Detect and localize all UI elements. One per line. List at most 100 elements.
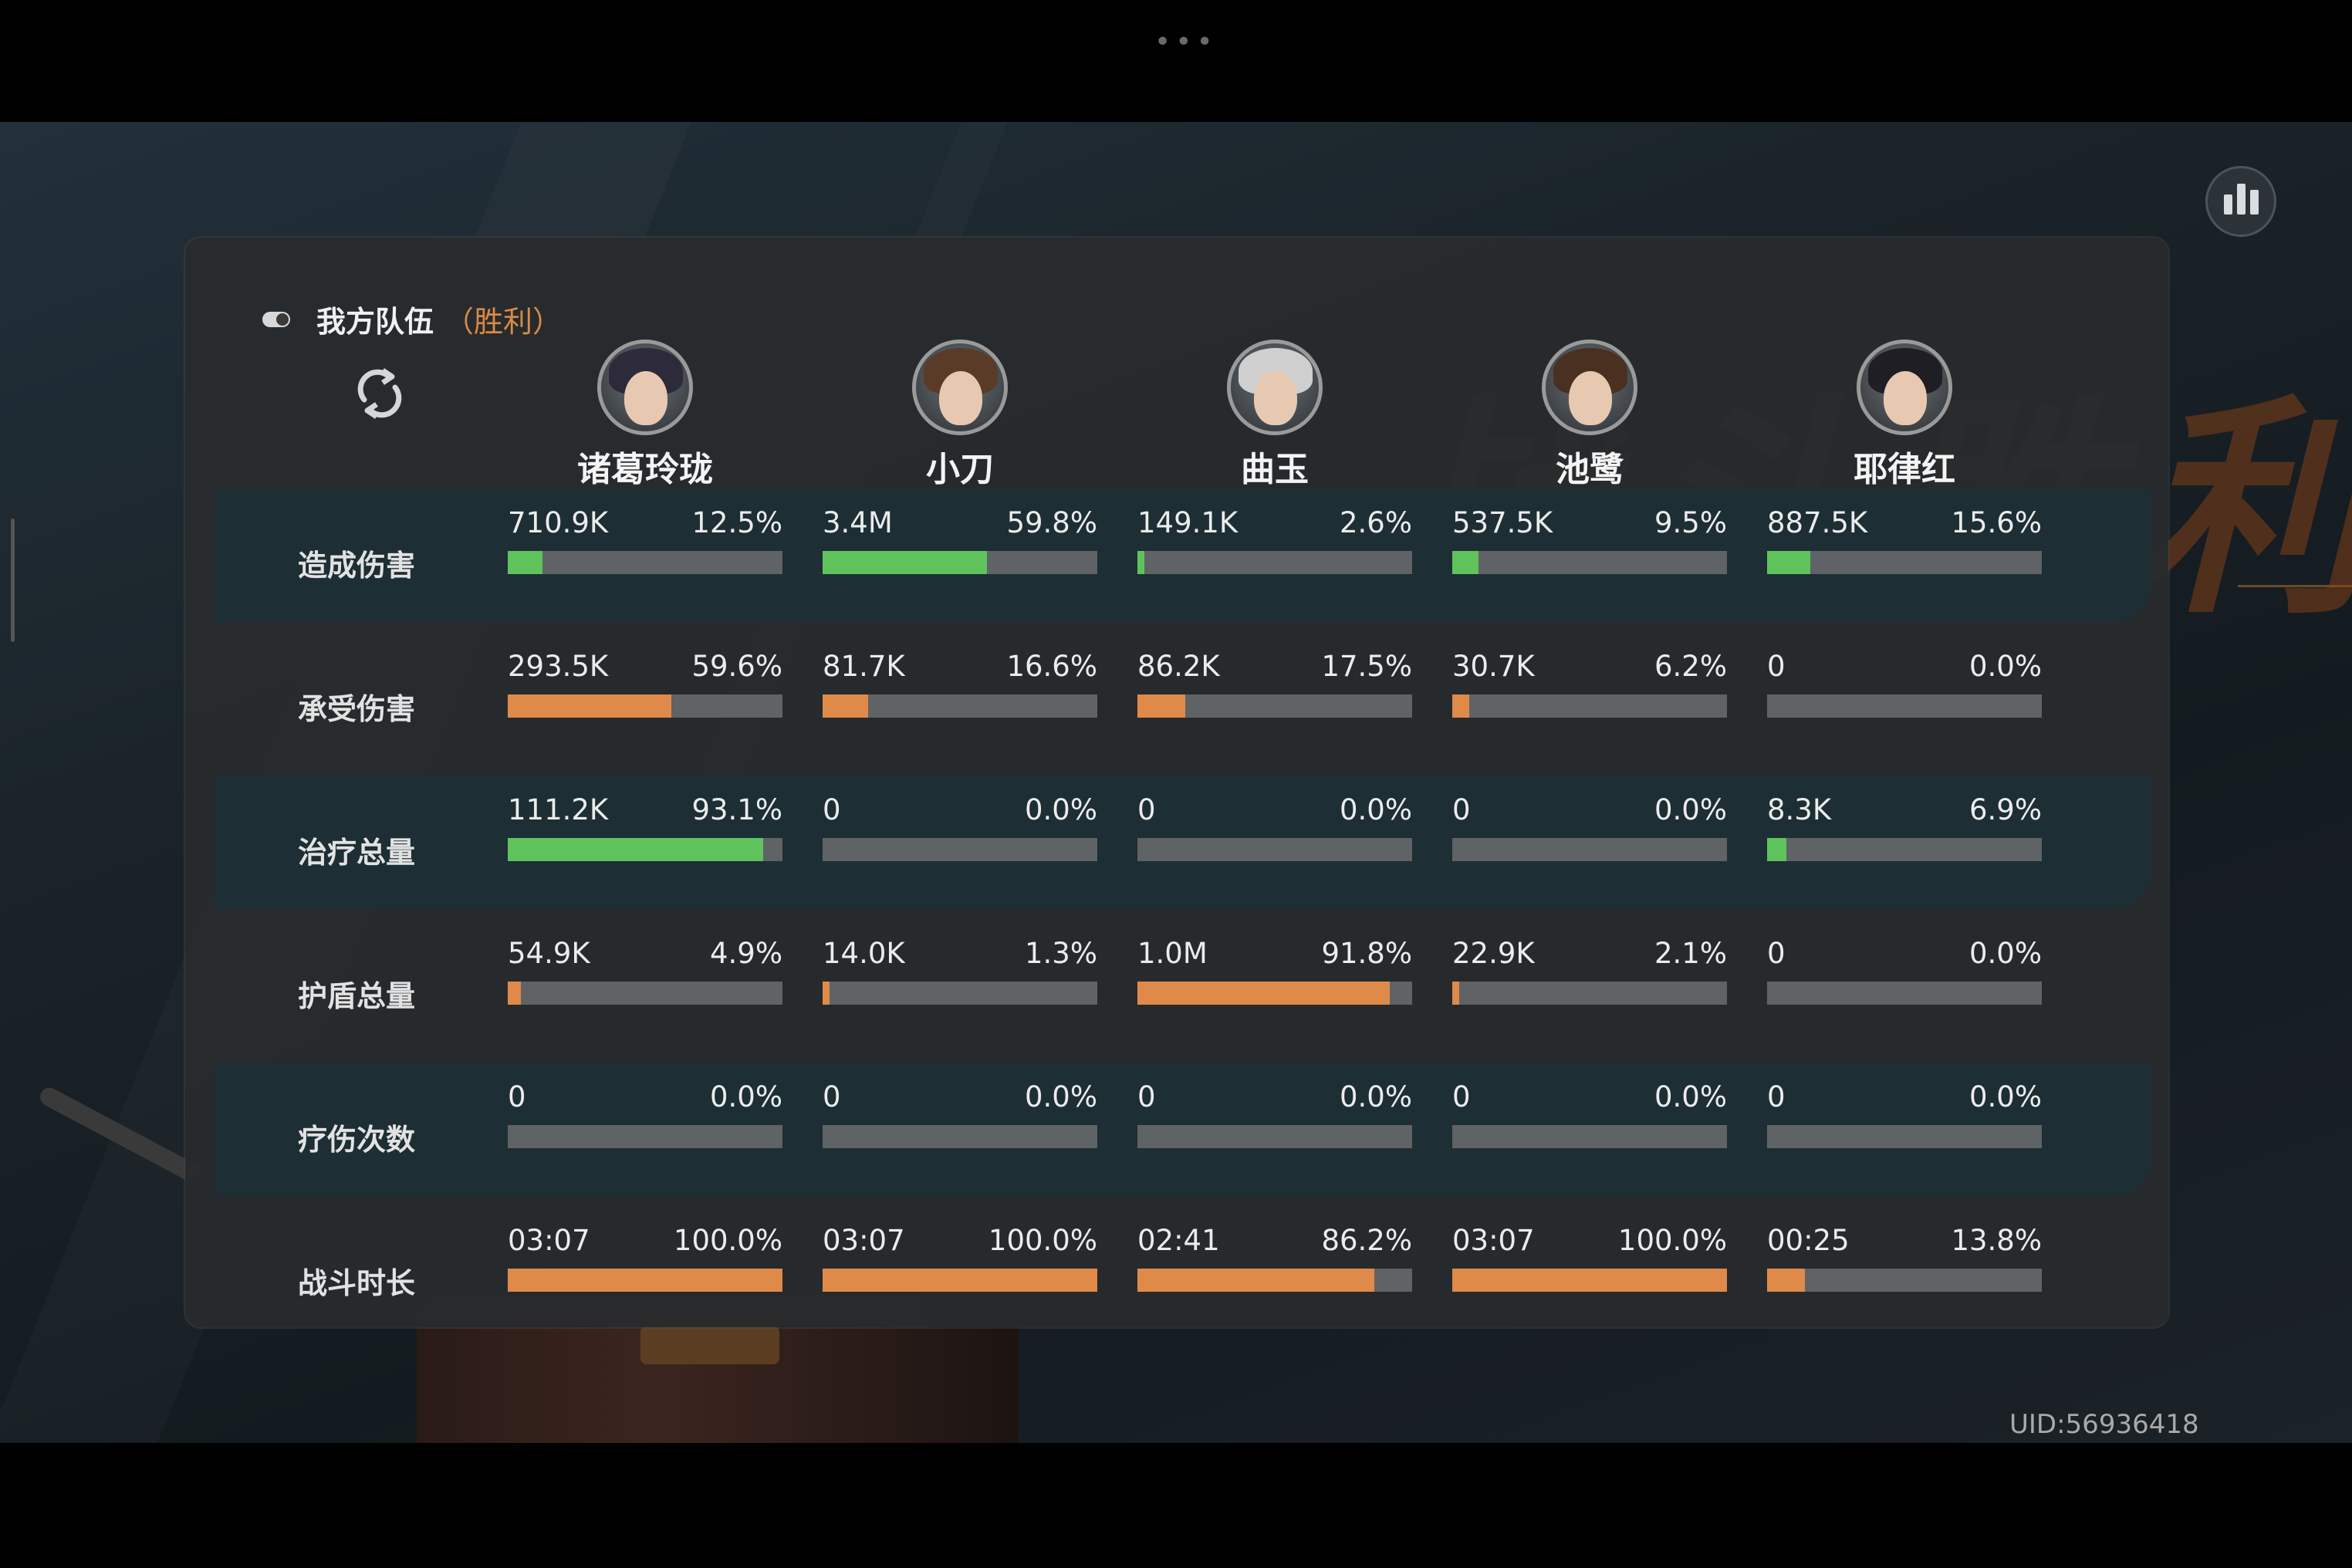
stat-cell: 537.5K 9.5% xyxy=(1452,506,1727,574)
stat-cell: 0 0.0% xyxy=(1452,1080,1727,1148)
hero-name: 小刀 xyxy=(926,450,994,489)
stat-bar xyxy=(508,1269,782,1292)
stat-bar-fill xyxy=(823,694,869,718)
stat-bar-fill xyxy=(1137,982,1390,1005)
stat-bar-fill xyxy=(1452,694,1470,718)
hero-header: 诸葛玲珑 xyxy=(506,340,784,491)
hero-avatar[interactable] xyxy=(1227,340,1323,435)
stat-cell: 887.5K 15.6% xyxy=(1767,506,2042,574)
hero-name: 曲玉 xyxy=(1241,450,1309,489)
stat-cell: 03:07 100.0% xyxy=(1452,1224,1727,1292)
stat-bar xyxy=(823,551,1097,574)
stat-bar xyxy=(1137,838,1412,861)
stat-bar xyxy=(1137,1125,1412,1148)
stat-cell: 0 0.0% xyxy=(1767,650,2042,718)
stat-cell: 3.4M 59.8% xyxy=(823,506,1097,574)
stat-bar xyxy=(1452,838,1727,861)
stat-value: 86.2K xyxy=(1137,650,1220,683)
hero-avatar[interactable] xyxy=(1542,340,1637,435)
stat-percent: 15.6% xyxy=(1951,506,2042,539)
swap-team-button[interactable] xyxy=(349,363,411,424)
stat-cell: 03:07 100.0% xyxy=(823,1224,1097,1292)
stat-value: 537.5K xyxy=(1452,506,1553,539)
stat-percent: 0.0% xyxy=(1025,1080,1097,1113)
stat-value: 8.3K xyxy=(1767,793,1832,826)
stat-cell: 54.9K 4.9% xyxy=(508,937,782,1005)
team-header: 我方队伍 （胜利） xyxy=(262,298,562,340)
refresh-icon xyxy=(357,368,402,419)
stat-percent: 16.6% xyxy=(1006,650,1097,683)
stats-chart-button[interactable] xyxy=(2205,166,2276,237)
stat-bar-fill xyxy=(823,982,830,1005)
stat-bar xyxy=(1767,838,2042,861)
uid-label: UID:56936418 xyxy=(2009,1409,2199,1440)
edge-handle xyxy=(11,519,15,642)
stat-percent: 0.0% xyxy=(1654,793,1727,826)
stat-percent: 100.0% xyxy=(1617,1224,1727,1257)
stat-bar-fill xyxy=(1137,551,1145,574)
stat-cell: 0 0.0% xyxy=(823,1080,1097,1148)
stat-percent: 91.8% xyxy=(1321,937,1412,970)
stat-value: 30.7K xyxy=(1452,650,1535,683)
stat-bar xyxy=(508,982,782,1005)
stat-label: 战斗时长 xyxy=(298,1266,416,1300)
stat-percent: 0.0% xyxy=(1969,1080,2042,1113)
stat-cell: 1.0M 91.8% xyxy=(1137,937,1412,1005)
team-title: 我方队伍 xyxy=(316,305,434,339)
stat-bar-fill xyxy=(1452,551,1478,574)
stat-value: 02:41 xyxy=(1137,1224,1220,1257)
hero-avatar[interactable] xyxy=(1857,340,1952,435)
stat-bar xyxy=(1137,694,1412,718)
stat-bar-fill xyxy=(508,982,522,1005)
stat-bar xyxy=(1767,1125,2042,1148)
stat-value: 0 xyxy=(823,793,841,826)
stat-bar xyxy=(1452,1269,1727,1292)
stat-bar xyxy=(1767,982,2042,1005)
stat-cell: 293.5K 59.6% xyxy=(508,650,782,718)
stat-cell: 0 0.0% xyxy=(1767,937,2042,1005)
toggle-icon[interactable] xyxy=(262,311,290,327)
stat-bar xyxy=(823,1269,1097,1292)
stat-bar-fill xyxy=(508,551,542,574)
stat-bar-fill xyxy=(823,1269,1097,1292)
hero-header: 耶律红 xyxy=(1766,340,2043,491)
stat-percent: 100.0% xyxy=(988,1224,1097,1257)
stat-percent: 13.8% xyxy=(1951,1224,2042,1257)
stat-cell: 0 0.0% xyxy=(1137,793,1412,861)
hero-header: 曲玉 xyxy=(1136,340,1414,491)
stat-value: 3.4M xyxy=(823,506,893,539)
stat-percent: 9.5% xyxy=(1654,506,1727,539)
stat-bar xyxy=(508,551,782,574)
stat-value: 149.1K xyxy=(1137,506,1239,539)
hero-avatar[interactable] xyxy=(597,340,693,435)
stat-bar xyxy=(508,1125,782,1148)
stat-cell: 22.9K 2.1% xyxy=(1452,937,1727,1005)
stat-cell: 14.0K 1.3% xyxy=(823,937,1097,1005)
stat-bar xyxy=(823,1125,1097,1148)
stat-cell: 710.9K 12.5% xyxy=(508,506,782,574)
stat-percent: 100.0% xyxy=(673,1224,782,1257)
stat-bar xyxy=(1452,1125,1727,1148)
stat-percent: 17.5% xyxy=(1321,650,1412,683)
stat-value: 14.0K xyxy=(823,937,905,970)
stat-bar xyxy=(508,694,782,718)
stat-bar-fill xyxy=(508,694,672,718)
stat-percent: 59.8% xyxy=(1006,506,1097,539)
stat-bar-fill xyxy=(508,1269,782,1292)
stat-bar xyxy=(823,838,1097,861)
stat-value: 0 xyxy=(1452,793,1471,826)
stat-value: 03:07 xyxy=(823,1224,905,1257)
stat-percent: 86.2% xyxy=(1321,1224,1412,1257)
stat-value: 22.9K xyxy=(1452,937,1535,970)
stat-bar xyxy=(1767,551,2042,574)
hero-avatar[interactable] xyxy=(912,340,1008,435)
stat-label: 治疗总量 xyxy=(298,836,416,870)
stat-cell: 81.7K 16.6% xyxy=(823,650,1097,718)
stat-percent: 0.0% xyxy=(1340,793,1412,826)
stat-bar xyxy=(508,838,782,861)
stat-bar-fill xyxy=(1452,1269,1727,1292)
stat-value: 293.5K xyxy=(508,650,609,683)
stat-label: 承受伤害 xyxy=(298,692,416,726)
stat-percent: 2.1% xyxy=(1654,937,1727,970)
stat-bar-fill xyxy=(1767,551,1810,574)
